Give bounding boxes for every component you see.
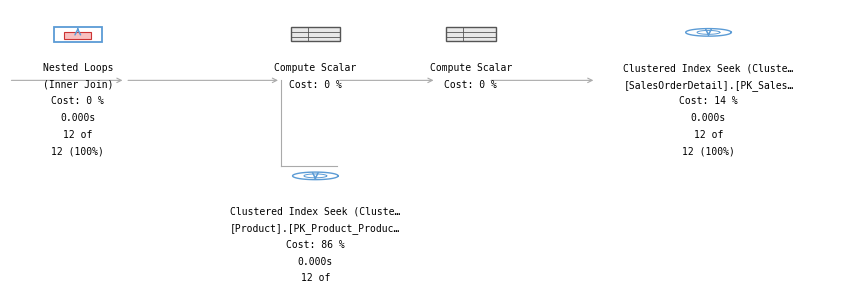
Bar [65,32,91,39]
Text: [SalesOrderDetail].[PK_Sales…: [SalesOrderDetail].[PK_Sales… [623,80,794,91]
Text: 12 (100%): 12 (100%) [682,146,735,156]
Text: Cost: 0 %: Cost: 0 % [289,80,342,90]
Text: 12 of: 12 of [63,130,92,140]
Text: Clustered Index Seek (Cluste…: Clustered Index Seek (Cluste… [623,63,794,73]
Text: 12 of: 12 of [301,273,330,283]
Text: Cost: 0 %: Cost: 0 % [51,96,105,106]
Text: Cost: 14 %: Cost: 14 % [679,96,738,106]
Bar [446,28,496,41]
Text: Cost: 0 %: Cost: 0 % [444,80,498,90]
Text: (Inner Join): (Inner Join) [42,80,113,90]
Text: Compute Scalar: Compute Scalar [274,63,357,73]
Text: Clustered Index Seek (Cluste…: Clustered Index Seek (Cluste… [230,207,401,217]
Text: 0.000s: 0.000s [298,257,333,267]
Text: [Product].[PK_Product_Produc…: [Product].[PK_Product_Produc… [230,223,401,234]
Text: 12 (100%): 12 (100%) [51,146,105,156]
Bar [290,28,340,41]
Text: 0.000s: 0.000s [691,113,726,123]
Text: 12 of: 12 of [694,130,723,140]
Text: 0.000s: 0.000s [60,113,95,123]
Text: Compute Scalar: Compute Scalar [429,63,512,73]
Text: Nested Loops: Nested Loops [42,63,113,73]
Text: Cost: 86 %: Cost: 86 % [286,240,345,250]
FancyBboxPatch shape [54,27,102,42]
